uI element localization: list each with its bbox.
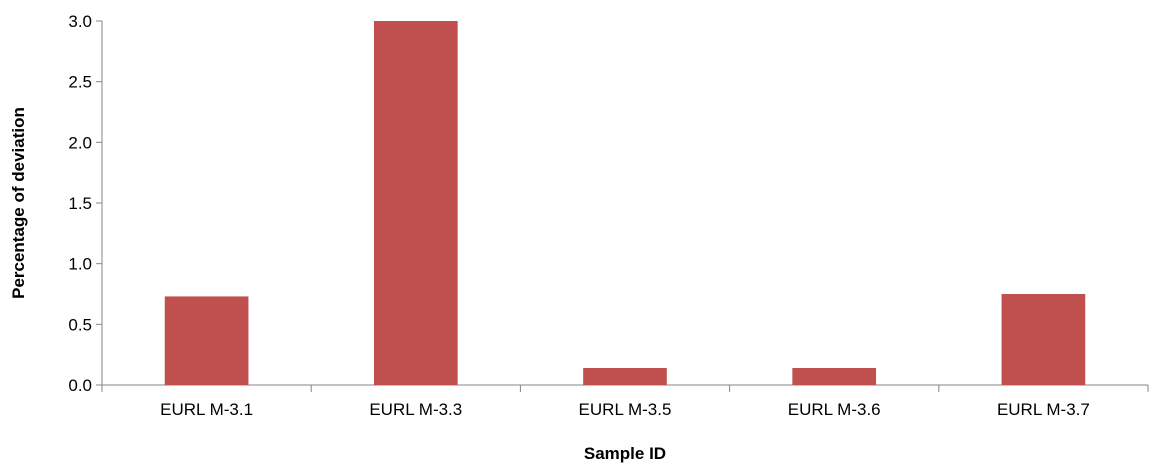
x-tick-label: EURL M-3.1 bbox=[160, 400, 253, 419]
y-tick-label: 1.0 bbox=[68, 255, 92, 274]
x-axis-title: Sample ID bbox=[584, 444, 666, 463]
bar bbox=[373, 21, 458, 385]
x-tick-label: EURL M-3.5 bbox=[579, 400, 672, 419]
y-tick-label: 0.5 bbox=[68, 315, 92, 334]
x-tick-label: EURL M-3.6 bbox=[788, 400, 881, 419]
x-tick-label: EURL M-3.7 bbox=[997, 400, 1090, 419]
bar bbox=[164, 296, 249, 385]
bar bbox=[1001, 294, 1086, 385]
bar bbox=[792, 368, 877, 385]
y-tick-label: 2.5 bbox=[68, 73, 92, 92]
y-tick-label: 2.0 bbox=[68, 133, 92, 152]
bar bbox=[583, 368, 667, 385]
y-tick-label: 0.0 bbox=[68, 376, 92, 395]
y-axis-title: Percentage of deviation bbox=[9, 107, 28, 299]
plot-area: 0.0 0.5 1.0 1.5 2.0 2.5 3.0 EURL M-3.1 EURL M-3.… bbox=[68, 12, 1149, 419]
x-tick-label: EURL M-3.3 bbox=[369, 400, 462, 419]
y-tick-label: 1.5 bbox=[68, 194, 92, 213]
y-tick-label: 3.0 bbox=[68, 12, 92, 31]
